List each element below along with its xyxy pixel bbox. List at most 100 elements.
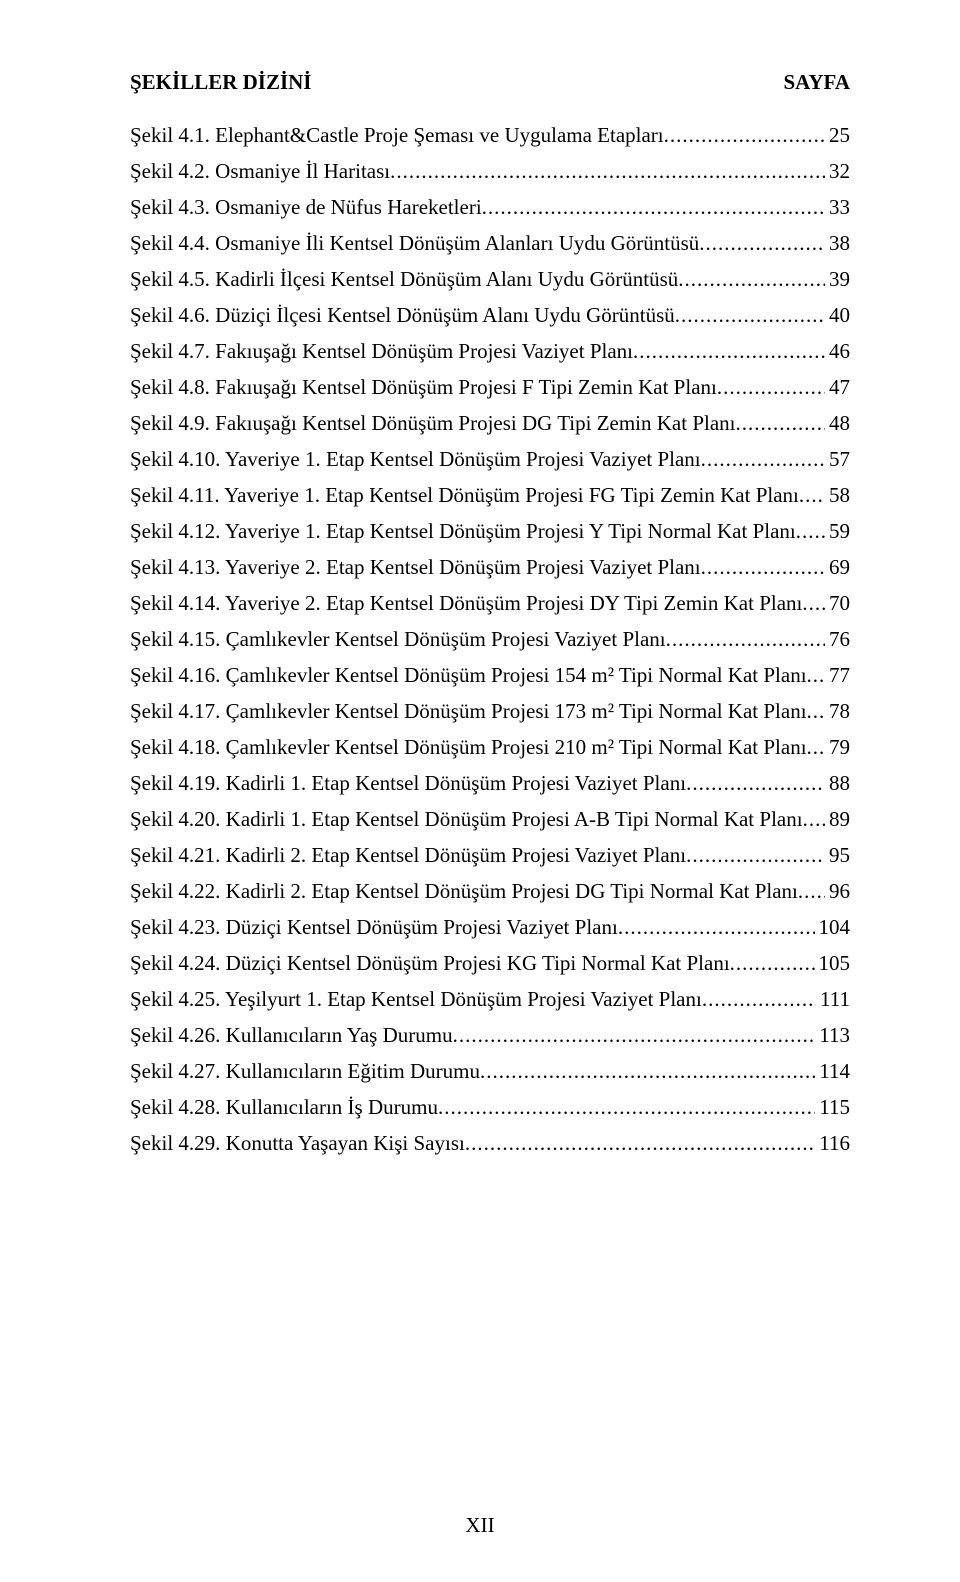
- toc-entry-page: 111: [816, 989, 850, 1010]
- toc-entry-page: 115: [815, 1097, 850, 1118]
- toc-entry-page: 38: [825, 233, 850, 254]
- toc-entry: Şekil 4.26. Kullanıcıların Yaş Durumu 11…: [130, 1025, 850, 1046]
- toc-entry-label: Şekil 4.26. Kullanıcıların Yaş Durumu: [130, 1025, 453, 1046]
- toc-entry-label: Şekil 4.4. Osmaniye İli Kentsel Dönüşüm …: [130, 233, 699, 254]
- toc-entry-label: Şekil 4.3. Osmaniye de Nüfus Hareketleri: [130, 197, 482, 218]
- toc-leader: [799, 485, 825, 506]
- toc-entry-label: Şekil 4.28. Kullanıcıların İş Durumu: [130, 1097, 438, 1118]
- toc-entry: Şekil 4.10. Yaveriye 1. Etap Kentsel Dön…: [130, 449, 850, 470]
- toc-entry: Şekil 4.28. Kullanıcıların İş Durumu 115: [130, 1097, 850, 1118]
- toc-entry-label: Şekil 4.5. Kadirli İlçesi Kentsel Dönüşü…: [130, 269, 678, 290]
- toc-entry: Şekil 4.22. Kadirli 2. Etap Kentsel Dönü…: [130, 881, 850, 902]
- toc-leader: [807, 737, 825, 758]
- toc-leader: [633, 341, 825, 362]
- toc-leader: [807, 701, 825, 722]
- toc-entry-page: 47: [825, 377, 850, 398]
- toc-leader: [390, 161, 825, 182]
- toc-leader: [736, 413, 825, 434]
- toc-entry-label: Şekil 4.1. Elephant&Castle Proje Şeması …: [130, 125, 664, 146]
- toc-entry-page: 114: [815, 1061, 850, 1082]
- toc-entry-label: Şekil 4.29. Konutta Yaşayan Kişi Sayısı: [130, 1133, 465, 1154]
- toc-entry-page: 32: [825, 161, 850, 182]
- toc-entry-label: Şekil 4.20. Kadirli 1. Etap Kentsel Dönü…: [130, 809, 803, 830]
- toc-entry-page: 105: [815, 953, 851, 974]
- toc-entry: Şekil 4.27. Kullanıcıların Eğitim Durumu…: [130, 1061, 850, 1082]
- toc-entry-label: Şekil 4.9. Fakıuşağı Kentsel Dönüşüm Pro…: [130, 413, 736, 434]
- toc-entry-label: Şekil 4.12. Yaveriye 1. Etap Kentsel Dön…: [130, 521, 796, 542]
- toc-entry-label: Şekil 4.18. Çamlıkevler Kentsel Dönüşüm …: [130, 737, 807, 758]
- toc-entry-page: 79: [825, 737, 850, 758]
- toc-leader: [803, 809, 825, 830]
- toc-entry: Şekil 4.21. Kadirli 2. Etap Kentsel Dönü…: [130, 845, 850, 866]
- toc-entry-label: Şekil 4.24. Düziçi Kentsel Dönüşüm Proje…: [130, 953, 730, 974]
- toc-entry-page: 33: [825, 197, 850, 218]
- page-number: XII: [0, 1513, 960, 1538]
- toc-entry-label: Şekil 4.21. Kadirli 2. Etap Kentsel Dönü…: [130, 845, 686, 866]
- toc-entry-page: 96: [825, 881, 850, 902]
- toc-entry-label: Şekil 4.8. Fakıuşağı Kentsel Dönüşüm Pro…: [130, 377, 717, 398]
- toc-entry: Şekil 4.7. Fakıuşağı Kentsel Dönüşüm Pro…: [130, 341, 850, 362]
- toc-entry: Şekil 4.17. Çamlıkevler Kentsel Dönüşüm …: [130, 701, 850, 722]
- toc-leader: [701, 557, 825, 578]
- toc-leader: [465, 1133, 815, 1154]
- toc-entry-page: 70: [825, 593, 850, 614]
- toc-entry-page: 40: [825, 305, 850, 326]
- toc-entry: Şekil 4.11. Yaveriye 1. Etap Kentsel Dön…: [130, 485, 850, 506]
- toc-leader: [482, 197, 825, 218]
- toc-entry: Şekil 4.15. Çamlıkevler Kentsel Dönüşüm …: [130, 629, 850, 650]
- toc-entry: Şekil 4.24. Düziçi Kentsel Dönüşüm Proje…: [130, 953, 850, 974]
- toc-leader: [678, 269, 825, 290]
- toc-header: ŞEKİLLER DİZİNİ SAYFA: [130, 70, 850, 95]
- toc-leader: [675, 305, 825, 326]
- toc-entry-page: 104: [815, 917, 851, 938]
- toc-entry: Şekil 4.4. Osmaniye İli Kentsel Dönüşüm …: [130, 233, 850, 254]
- toc-entry-label: Şekil 4.23. Düziçi Kentsel Dönüşüm Proje…: [130, 917, 618, 938]
- toc-entry: Şekil 4.25. Yeşilyurt 1. Etap Kentsel Dö…: [130, 989, 850, 1010]
- toc-leader: [701, 449, 825, 470]
- toc-list: Şekil 4.1. Elephant&Castle Proje Şeması …: [130, 125, 850, 1154]
- toc-entry-label: Şekil 4.7. Fakıuşağı Kentsel Dönüşüm Pro…: [130, 341, 633, 362]
- toc-entry-label: Şekil 4.16. Çamlıkevler Kentsel Dönüşüm …: [130, 665, 807, 686]
- toc-entry-label: Şekil 4.13. Yaveriye 2. Etap Kentsel Dön…: [130, 557, 701, 578]
- toc-entry: Şekil 4.20. Kadirli 1. Etap Kentsel Dönü…: [130, 809, 850, 830]
- toc-leader: [664, 125, 825, 146]
- toc-leader: [717, 377, 825, 398]
- toc-header-right: SAYFA: [783, 70, 850, 95]
- toc-entry: Şekil 4.2. Osmaniye İl Haritası 32: [130, 161, 850, 182]
- toc-entry: Şekil 4.8. Fakıuşağı Kentsel Dönüşüm Pro…: [130, 377, 850, 398]
- toc-entry-label: Şekil 4.27. Kullanıcıların Eğitim Durumu: [130, 1061, 480, 1082]
- toc-entry: Şekil 4.18. Çamlıkevler Kentsel Dönüşüm …: [130, 737, 850, 758]
- toc-leader: [796, 521, 825, 542]
- toc-entry: Şekil 4.14. Yaveriye 2. Etap Kentsel Dön…: [130, 593, 850, 614]
- toc-leader: [802, 593, 825, 614]
- toc-entry-label: Şekil 4.6. Düziçi İlçesi Kentsel Dönüşüm…: [130, 305, 675, 326]
- toc-leader: [480, 1061, 815, 1082]
- toc-entry-label: Şekil 4.25. Yeşilyurt 1. Etap Kentsel Dö…: [130, 989, 702, 1010]
- toc-entry-page: 89: [825, 809, 850, 830]
- toc-entry: Şekil 4.23. Düziçi Kentsel Dönüşüm Proje…: [130, 917, 850, 938]
- toc-entry-page: 59: [825, 521, 850, 542]
- toc-entry-page: 95: [825, 845, 850, 866]
- toc-entry: Şekil 4.16. Çamlıkevler Kentsel Dönüşüm …: [130, 665, 850, 686]
- toc-leader: [798, 881, 825, 902]
- toc-entry-label: Şekil 4.19. Kadirli 1. Etap Kentsel Dönü…: [130, 773, 686, 794]
- toc-leader: [807, 665, 825, 686]
- toc-entry-page: 25: [825, 125, 850, 146]
- toc-leader: [686, 773, 825, 794]
- toc-entry-page: 76: [825, 629, 850, 650]
- toc-entry-label: Şekil 4.17. Çamlıkevler Kentsel Dönüşüm …: [130, 701, 807, 722]
- toc-entry-page: 39: [825, 269, 850, 290]
- toc-entry: Şekil 4.1. Elephant&Castle Proje Şeması …: [130, 125, 850, 146]
- toc-entry-page: 48: [825, 413, 850, 434]
- toc-entry: Şekil 4.12. Yaveriye 1. Etap Kentsel Dön…: [130, 521, 850, 542]
- toc-entry-page: 77: [825, 665, 850, 686]
- toc-entry-label: Şekil 4.22. Kadirli 2. Etap Kentsel Dönü…: [130, 881, 798, 902]
- toc-entry: Şekil 4.6. Düziçi İlçesi Kentsel Dönüşüm…: [130, 305, 850, 326]
- toc-header-left: ŞEKİLLER DİZİNİ: [130, 70, 311, 95]
- toc-entry-page: 46: [825, 341, 850, 362]
- toc-leader: [702, 989, 816, 1010]
- toc-leader: [730, 953, 815, 974]
- toc-entry: Şekil 4.5. Kadirli İlçesi Kentsel Dönüşü…: [130, 269, 850, 290]
- toc-entry-page: 78: [825, 701, 850, 722]
- toc-entry: Şekil 4.13. Yaveriye 2. Etap Kentsel Dön…: [130, 557, 850, 578]
